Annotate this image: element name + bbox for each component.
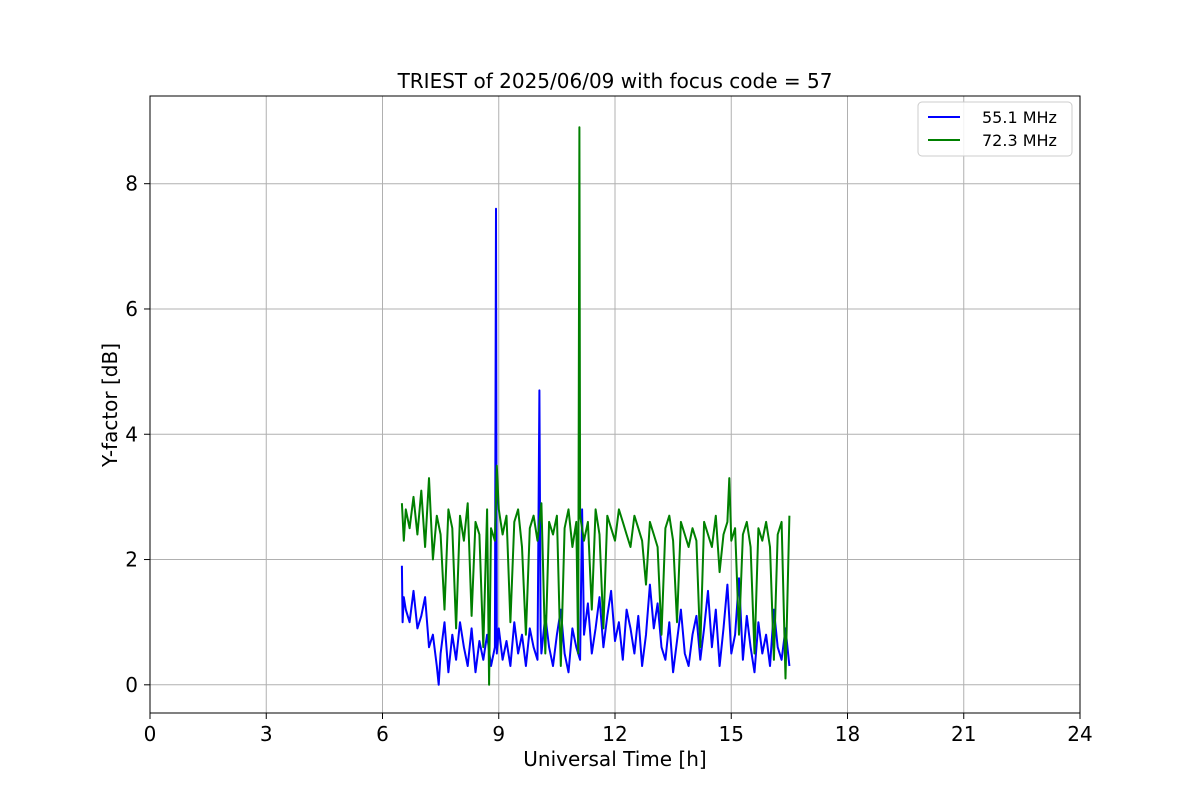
x-axis-label: Universal Time [h] [523,747,706,771]
legend-label-series-1: 55.1 MHz [982,108,1057,127]
series-line-1 [400,207,791,686]
y-tick-label: 0 [125,673,138,697]
x-axis-ticks: 0 3 6 9 12 15 18 21 24 [144,713,1093,746]
y-tick-label: 8 [125,172,138,196]
x-tick-label: 15 [719,722,744,746]
y-tick-label: 6 [125,297,138,321]
x-tick-label: 12 [602,722,627,746]
y-axis-ticks: 0 2 4 6 8 [125,172,150,697]
chart-title: TRIEST of 2025/06/09 with focus code = 5… [397,69,833,93]
x-tick-label: 18 [835,722,860,746]
legend-label-series-2: 72.3 MHz [982,131,1057,150]
legend-box [917,101,1073,157]
x-tick-label: 21 [951,722,976,746]
series-layer [400,126,791,686]
legend: 55.1 MHz 72.3 MHz [917,101,1073,157]
series-line-2 [400,126,791,686]
x-tick-label: 3 [260,722,273,746]
grid-layer [149,96,1081,713]
y-axis-label: Y-factor [dB] [98,343,122,468]
y-tick-label: 2 [125,548,138,572]
x-tick-label: 9 [492,722,505,746]
y-tick-label: 4 [125,422,138,446]
x-tick-label: 6 [376,722,389,746]
x-tick-label: 24 [1067,722,1092,746]
x-tick-label: 0 [144,722,157,746]
